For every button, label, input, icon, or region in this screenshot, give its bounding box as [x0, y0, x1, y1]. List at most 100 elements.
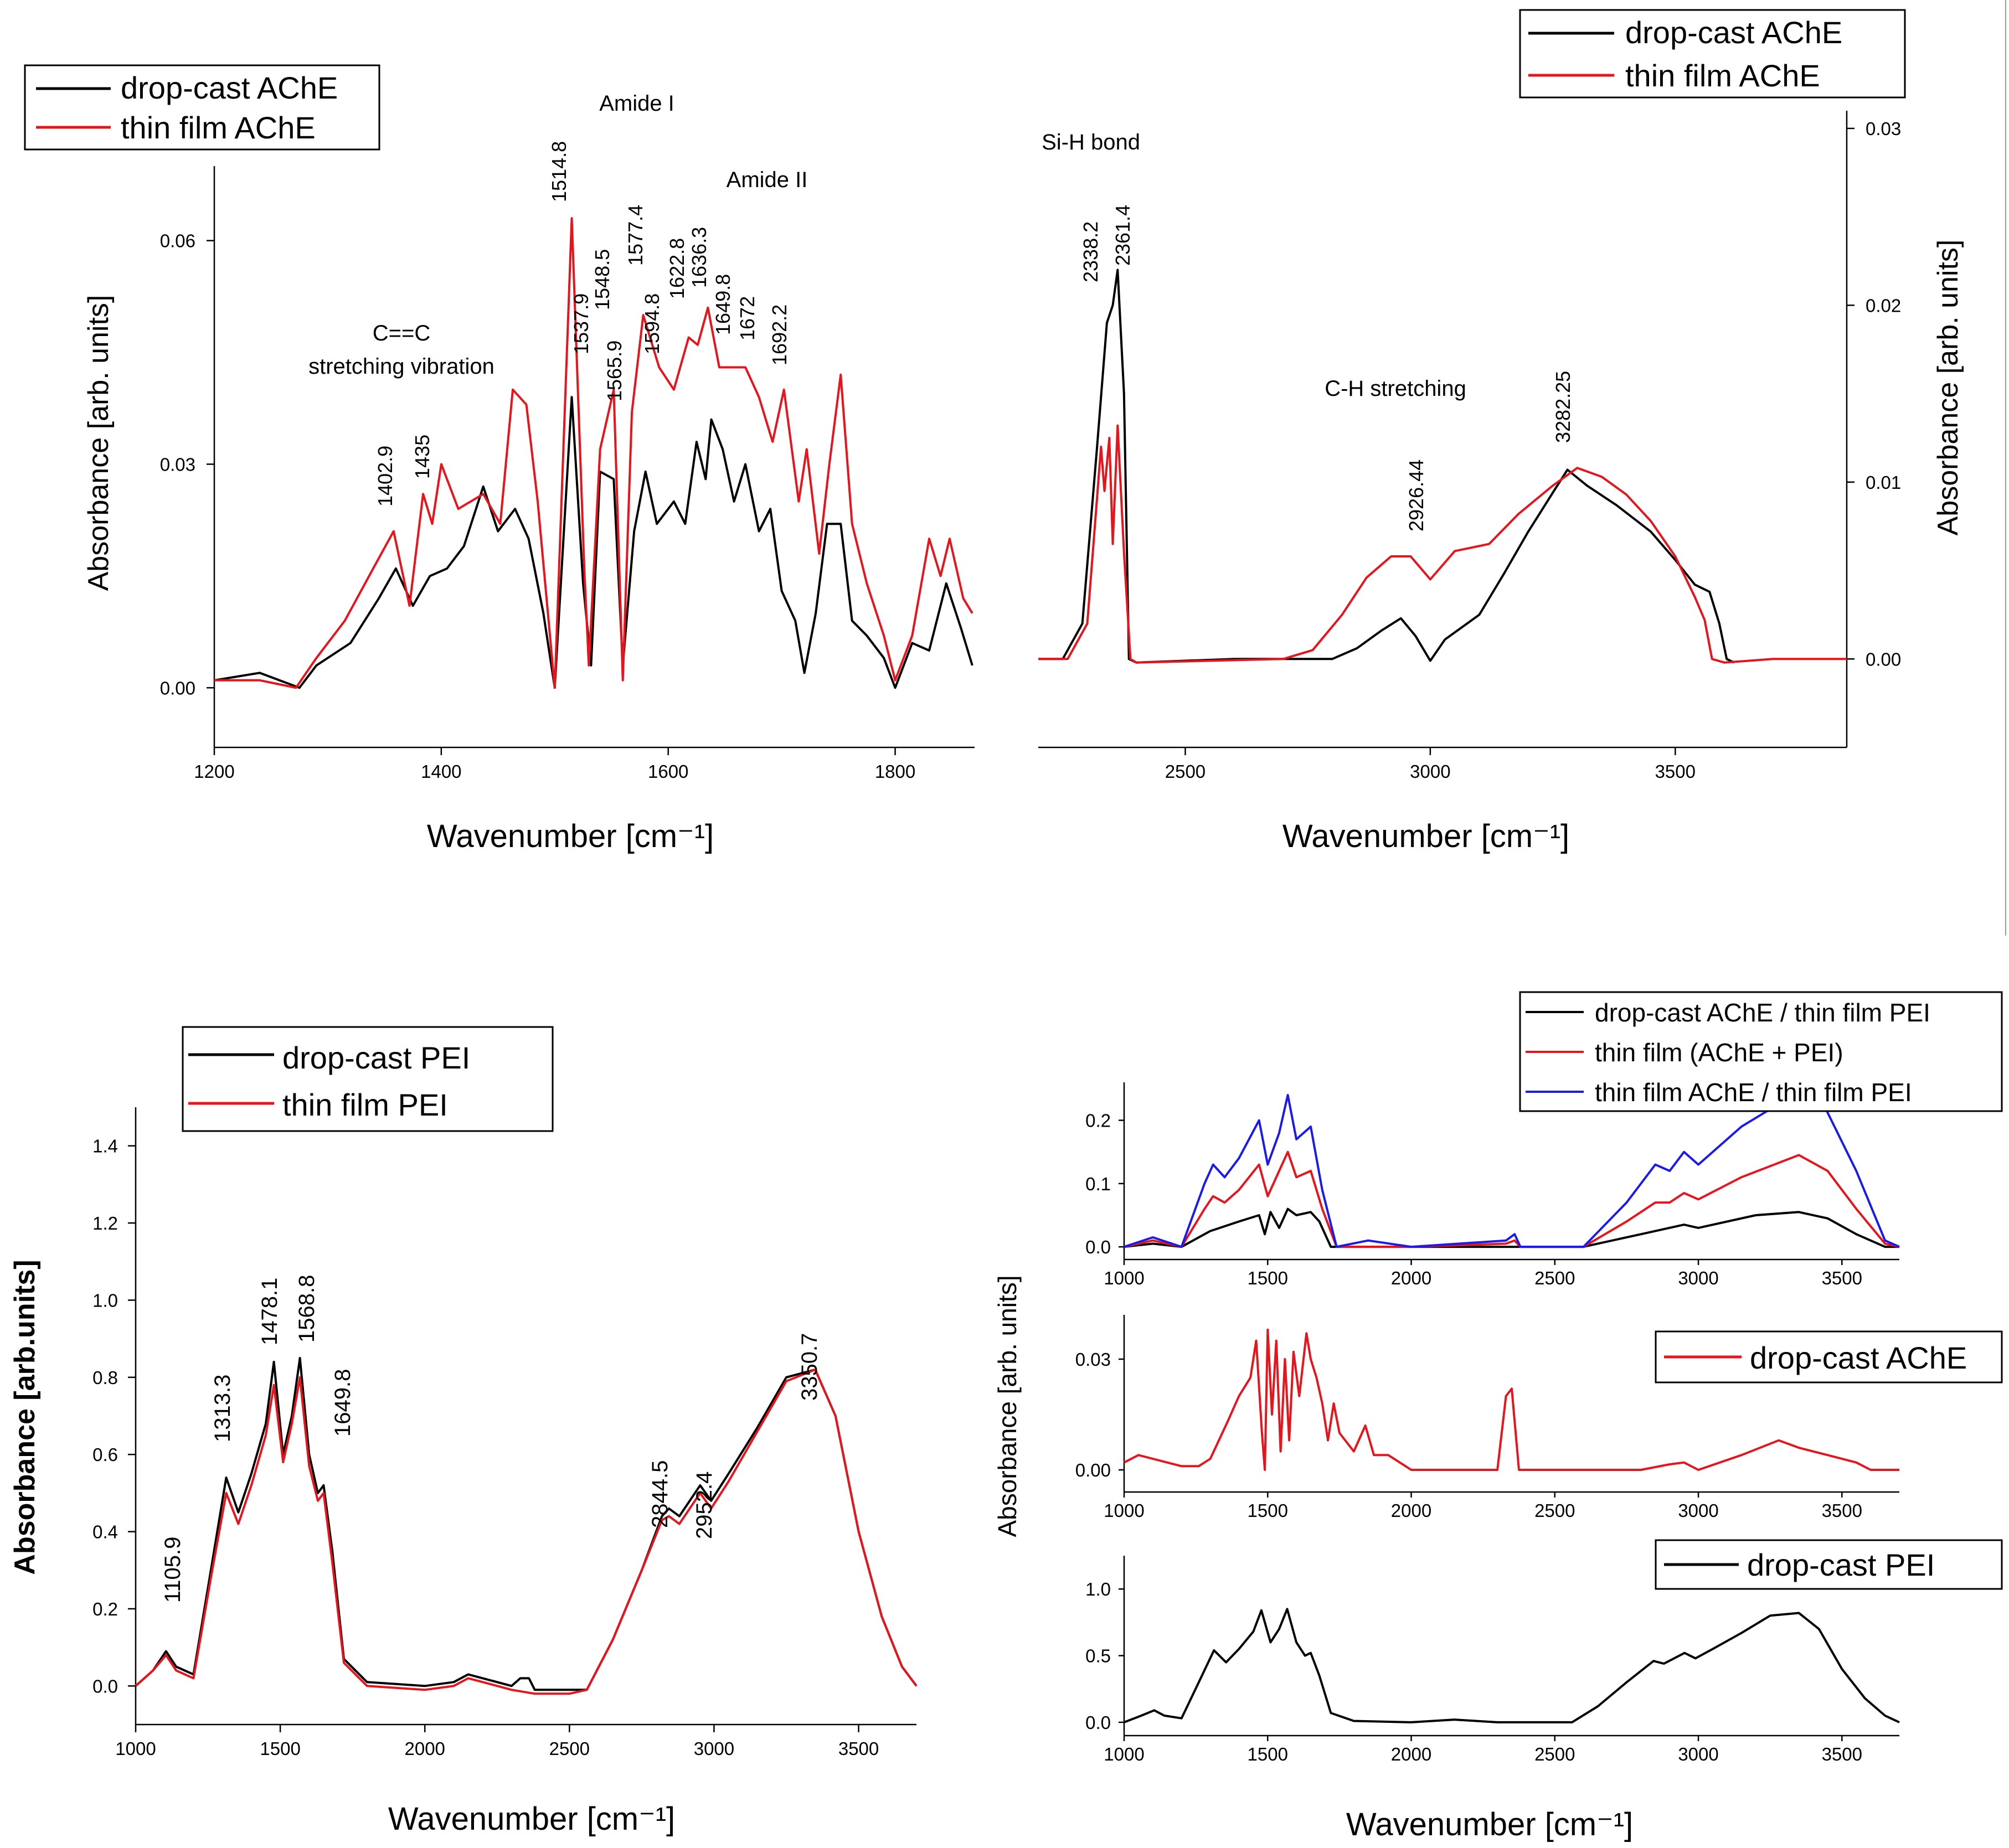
x-tick-label-3500: 3500	[1822, 1744, 1862, 1764]
panel-d3-legend-item-1: drop-cast PEI	[1747, 1547, 1935, 1582]
panel-a-y-axis-label: Absorbance [arb. units]	[83, 295, 115, 591]
group-label-stretching-vibration: stretching vibration	[308, 354, 494, 379]
x-tick-label-2500: 2500	[1534, 1744, 1575, 1764]
panel-d2-y-ticks: 0.00 0.03	[1075, 1349, 1124, 1480]
panel-d1-legend-item-2: thin film (AChE + PEI)	[1595, 1038, 1843, 1067]
y-tick-label-1-4: 1.4	[92, 1136, 118, 1157]
y-tick-label-0-2: 0.2	[92, 1599, 118, 1619]
x-tick-label-1000: 1000	[115, 1738, 156, 1759]
panel-b-legend-item-1: drop-cast AChE	[1625, 15, 1842, 50]
y-tick-label-0-0: 0.0	[1085, 1237, 1111, 1257]
series-line-thin-film-ache-thin-film-pei	[1124, 1091, 1900, 1248]
peak-label-1402-9: 1402.9	[374, 446, 396, 507]
y-tick-label-0-0: 0.0	[1085, 1712, 1111, 1733]
panel-d1-series	[1124, 1091, 1900, 1248]
series-line-drop-cast-ache-thin-film-pei	[1124, 1207, 1899, 1248]
x-tick-label-2000: 2000	[1391, 1744, 1431, 1764]
peak-label-1692-2: 1692.2	[768, 304, 791, 365]
peak-label-1478-1: 1478.1	[257, 1278, 282, 1345]
peak-label-1649-8: 1649.8	[712, 274, 734, 335]
series-line-drop-cast-ache	[214, 396, 973, 689]
panel-d2-series	[1124, 1328, 1899, 1471]
series-line-thin-film-ache	[214, 217, 973, 689]
y-tick-label-0-0: 0.0	[92, 1676, 118, 1696]
x-tick-label-2500: 2500	[549, 1738, 590, 1759]
panel-c-series	[135, 1357, 918, 1695]
x-tick-label-3000: 3000	[1410, 761, 1450, 782]
panel-d: 1000 1500 2000 2500 3000 3500 0.0 0.1 0.2 drop-…	[993, 991, 2003, 1842]
peak-label-1435: 1435	[411, 435, 434, 479]
y-tick-label-0-8: 0.8	[92, 1367, 118, 1388]
panel-a-legend: drop-cast AChE thin film AChE	[24, 64, 380, 151]
peak-label-2926-44: 2926.44	[1405, 460, 1428, 531]
panel-d3-series	[1124, 1608, 1900, 1723]
series-line-thin-film-ache	[1038, 424, 1847, 664]
panel-c-x-ticks: 1000 1500 2000 2500 3000 3500	[115, 1725, 879, 1759]
x-tick-label-1500: 1500	[260, 1738, 300, 1759]
peak-label-1649-8: 1649.8	[331, 1369, 355, 1437]
x-tick-label-3500: 3500	[1822, 1500, 1862, 1521]
panel-a-x-ticks: 1200 1400 1600 1800	[194, 747, 915, 782]
y-tick-label-0-2: 0.2	[1085, 1111, 1111, 1131]
panel-d3-x-ticks: 1000 1500 2000 2500 3000 3500	[1104, 1736, 1862, 1764]
panel-b: 2500 3000 3500 0.00 0.01 0.02 0.03 Wavenumber…	[1038, 9, 1964, 854]
x-tick-label-3000: 3000	[1678, 1744, 1718, 1764]
x-tick-label-1500: 1500	[1248, 1500, 1288, 1521]
peak-label-1105-9: 1105.9	[161, 1537, 185, 1603]
panel-c-legend-item-2: thin film PEI	[282, 1087, 448, 1122]
x-tick-label-3000: 3000	[694, 1738, 734, 1759]
peak-label-2361-4: 2361.4	[1111, 205, 1134, 266]
y-tick-label-1-0: 1.0	[1085, 1579, 1111, 1599]
y-tick-label-1-2: 1.2	[92, 1213, 118, 1233]
y-tick-label-0-00: 0.00	[1866, 649, 1901, 669]
peak-label-2952-4: 2952.4	[692, 1472, 717, 1539]
group-label-c-h-stretching: C-H stretching	[1325, 376, 1466, 401]
peak-label-1548-5: 1548.5	[591, 249, 614, 310]
peak-label-1672: 1672	[736, 296, 759, 340]
y-tick-label-0-6: 0.6	[92, 1444, 118, 1465]
y-tick-label-0-03: 0.03	[1866, 118, 1901, 139]
peak-label-1537-9: 1537.9	[570, 293, 593, 354]
panel-d1-legend-item-1: drop-cast AChE / thin film PEI	[1595, 998, 1930, 1027]
panel-c-y-ticks: 0.0 0.2 0.4 0.6 0.8 1.0 1.2 1.4	[92, 1136, 136, 1696]
panel-a-legend-item-2: thin film AChE	[121, 110, 316, 145]
panel-b-legend: drop-cast AChE thin film AChE	[1519, 9, 1906, 99]
y-tick-label-0-5: 0.5	[1085, 1646, 1111, 1666]
peak-label-2844-5: 2844.5	[648, 1460, 672, 1528]
y-tick-label-0-01: 0.01	[1866, 472, 1901, 493]
panel-d2-x-ticks: 1000 1500 2000 2500 3000 3500	[1104, 1492, 1862, 1521]
peak-label-3350-7: 3350.7	[797, 1333, 822, 1401]
panel-b-y-axis-label: Absorbance [arb. units]	[1932, 240, 1964, 536]
peak-label-3282-25: 3282.25	[1552, 371, 1574, 443]
panel-c-legend: drop-cast PEI thin film PEI	[182, 1026, 554, 1132]
panel-d1-legend: drop-cast AChE / thin film PEI thin film…	[1519, 991, 2003, 1112]
peak-label-1577-4: 1577.4	[624, 205, 647, 266]
peak-label-1313-3: 1313.3	[210, 1375, 235, 1442]
x-tick-label-2000: 2000	[405, 1738, 445, 1759]
peak-label-1636-3: 1636.3	[688, 227, 710, 288]
x-tick-label-2000: 2000	[1391, 1500, 1431, 1521]
panel-c: 1000 1500 2000 2500 3000 3500 0.0 0.2 0.4 0.6 0.8…	[9, 1026, 918, 1837]
panel-c-y-axis-label: Absorbance [arb.units]	[9, 1259, 41, 1575]
x-tick-label-1000: 1000	[1104, 1500, 1144, 1521]
x-tick-label-3000: 3000	[1678, 1500, 1718, 1521]
x-tick-label-1800: 1800	[875, 761, 915, 782]
panel-b-series	[1038, 269, 1847, 664]
x-tick-label-3500: 3500	[1822, 1268, 1862, 1288]
panel-a: 1200 1400 1600 1800 0.00 0.03 0.06 Wavenumber…	[24, 64, 975, 854]
group-label-si-h-bond: Si-H bond	[1042, 130, 1140, 154]
panel-c-legend-item-1: drop-cast PEI	[282, 1040, 470, 1075]
panel-b-legend-item-2: thin film AChE	[1625, 58, 1820, 93]
group-label-amide-ii: Amide II	[727, 168, 808, 192]
x-tick-label-1200: 1200	[194, 761, 234, 782]
series-line-drop-cast-pei	[135, 1357, 918, 1691]
panel-d3-legend: drop-cast PEI	[1655, 1539, 2003, 1590]
x-tick-label-3500: 3500	[1655, 761, 1696, 782]
peak-label-1568-8: 1568.8	[295, 1275, 319, 1343]
panel-b-x-ticks: 2500 3000 3500	[1165, 747, 1696, 782]
panel-d-x-axis-label: Wavenumber [cm⁻¹]	[1346, 1806, 1633, 1842]
panel-a-series	[214, 217, 973, 689]
y-tick-label-0-02: 0.02	[1866, 295, 1901, 316]
y-tick-label-1-0: 1.0	[92, 1290, 118, 1310]
